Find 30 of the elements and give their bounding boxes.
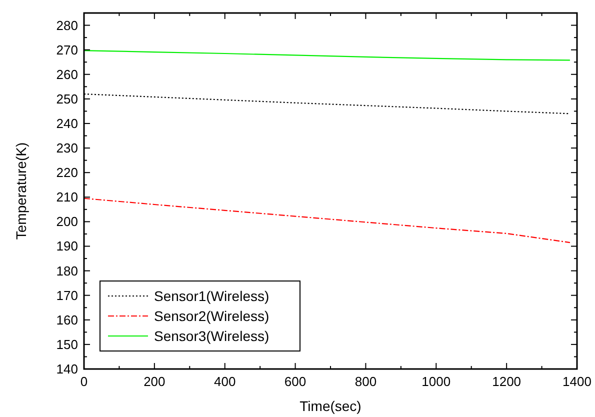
y-tick-label: 190 [56,238,78,254]
y-tick-label: 150 [56,336,78,352]
x-tick-label: 800 [354,374,377,389]
line-series [83,198,571,244]
x-tick-label: 0 [80,374,88,389]
legend-label: Sensor3(Wireless) [154,328,270,344]
y-tick-label: 210 [56,190,78,205]
legend-label: Sensor1(Wireless) [154,288,270,304]
y-tick-label: 220 [56,165,78,180]
y-tick-label: 280 [56,18,78,33]
x-tick-label: 600 [284,374,306,389]
x-tick-label: 1000 [422,374,451,389]
y-tick-label: 180 [56,263,78,278]
y-tick-label: 250 [56,91,78,106]
y-tick-label: 260 [56,66,78,82]
x-tick-label: 200 [144,374,166,389]
y-tick-label: 200 [56,214,78,230]
y-tick-label: 160 [56,312,78,328]
y-tick-label: 140 [56,362,78,376]
y-tick-label: 270 [56,42,78,58]
line-series [83,50,571,61]
y-tick-label: 240 [56,116,78,131]
x-tick-label: 400 [214,374,236,389]
x-tick-label: 1200 [492,374,522,389]
y-tick-label: 230 [56,140,78,156]
legend-label: Sensor2(Wireless) [154,308,270,324]
y-axis-title: Temperature(K) [13,142,29,240]
x-tick-label: 1400 [562,374,592,389]
x-axis-title: Time(sec) [300,398,362,414]
y-tick-label: 170 [56,288,78,303]
